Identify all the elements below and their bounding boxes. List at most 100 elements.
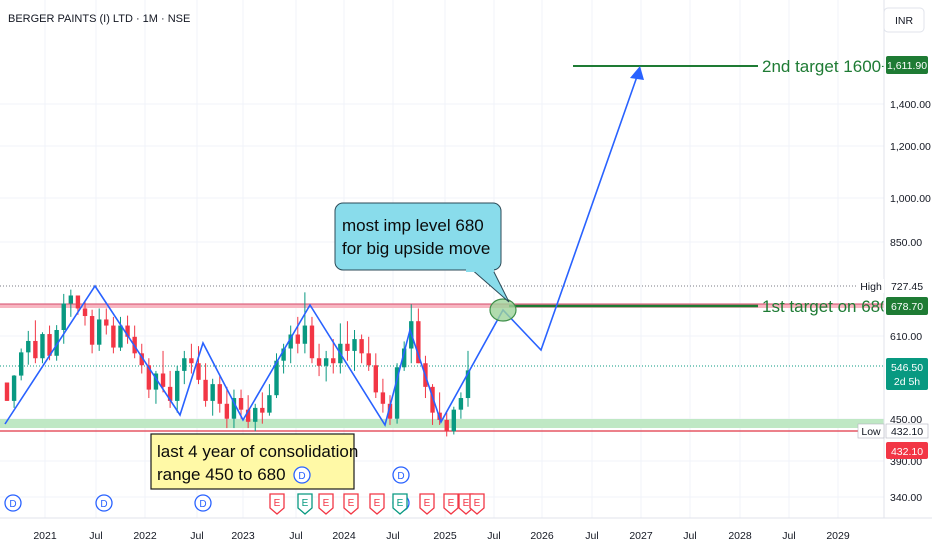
x-tick-label: Jul (190, 530, 203, 542)
box-line-1: last 4 year of consolidation (157, 442, 358, 461)
candle-body (267, 395, 272, 413)
candle-body (430, 386, 435, 413)
x-tick-label: 2028 (728, 530, 752, 542)
y-tick-label: 1,000.00 (890, 193, 931, 205)
candle-body (18, 352, 24, 376)
x-tick-label: Jul (782, 530, 795, 542)
candle-body (238, 398, 244, 410)
candle-body (217, 384, 222, 404)
earnings-icon[interactable]: E (269, 493, 285, 515)
svg-text:D: D (199, 499, 206, 510)
candle-body (366, 353, 371, 366)
candle-body (345, 343, 350, 351)
candle-body (82, 308, 88, 317)
dividend-icon[interactable]: D (392, 466, 410, 484)
resistance-band (0, 304, 884, 308)
x-tick-label: Jul (386, 530, 399, 542)
x-tick-label: 2021 (33, 530, 57, 542)
callout-line-1: most imp level 680 (342, 216, 484, 235)
candle-body (68, 295, 74, 304)
currency-button[interactable] (883, 7, 925, 33)
tag-high: High 727.45 (858, 279, 928, 293)
high-value: 727.45 (891, 281, 923, 293)
earnings-icon[interactable]: E (419, 493, 435, 515)
svg-text:E: E (302, 498, 309, 509)
earnings-icon[interactable]: E (297, 493, 313, 515)
svg-text:1,611.90: 1,611.90 (887, 60, 927, 72)
y-tick-label: 1,400.00 (890, 99, 931, 111)
candle-body (224, 403, 230, 419)
x-tick-label: Jul (683, 530, 696, 542)
candle-body (444, 419, 449, 432)
svg-text:D: D (100, 499, 107, 510)
candle-body (231, 398, 237, 419)
candle-body (416, 321, 421, 364)
earnings-icon[interactable]: E (318, 493, 334, 515)
svg-text:D: D (9, 499, 16, 510)
candle-body (182, 358, 187, 371)
tag-last-price: 546.50 2d 5h (886, 358, 928, 390)
x-tick-label: Jul (289, 530, 302, 542)
earnings-icon[interactable]: E (369, 493, 385, 515)
dividend-icon[interactable]: D (4, 494, 22, 512)
x-tick-label: Jul (487, 530, 500, 542)
candle-body (380, 392, 386, 404)
x-tick-label: 2025 (433, 530, 457, 542)
candle-body (26, 340, 31, 353)
x-tick-label: 2029 (826, 530, 850, 542)
y-tick-label: 850.00 (890, 237, 922, 249)
earnings-icon[interactable]: E (443, 493, 459, 515)
box-line-2: range 450 to 680 (157, 465, 286, 484)
svg-text:E: E (397, 498, 404, 509)
candle-body (387, 403, 393, 419)
candle-body (394, 367, 400, 419)
candle-body (118, 325, 123, 348)
callout-note[interactable]: most imp level 680 for big upside move (334, 202, 510, 303)
x-tick-label: 2022 (133, 530, 157, 542)
target2-label: 2nd target 1600+ (762, 57, 891, 76)
x-tick-label: 2027 (629, 530, 653, 542)
tag-target1: 678.70 (886, 297, 928, 315)
candle-body (33, 340, 38, 359)
candle-body (75, 295, 81, 309)
svg-text:E: E (374, 498, 381, 509)
key-level-marker[interactable] (489, 298, 517, 322)
candle-body (465, 370, 471, 399)
candle-body (458, 398, 464, 410)
last-price: 546.50 (891, 362, 923, 374)
events-row: DDDDDDEEEEEEEEEE (4, 466, 485, 515)
x-tick-label: 2026 (530, 530, 554, 542)
callout-line-2: for big upside move (342, 239, 490, 258)
countdown: 2d 5h (894, 376, 920, 388)
candle-body (125, 325, 130, 337)
earnings-icon[interactable]: E (469, 493, 485, 515)
earnings-icon[interactable]: E (343, 493, 359, 515)
candle-body (210, 384, 215, 401)
candle-body (331, 358, 336, 364)
consolidation-note[interactable]: last 4 year of consolidation range 450 t… (150, 433, 358, 490)
candle-body (47, 334, 52, 356)
candle-body (295, 334, 300, 344)
chart-title: BERGER PAINTS (I) LTD · 1M · NSE (8, 13, 190, 25)
earnings-icon[interactable]: E (392, 493, 408, 515)
candle-body (11, 375, 17, 401)
dividend-icon[interactable]: D (95, 494, 113, 512)
svg-text:678.70: 678.70 (891, 301, 923, 313)
candle-body (316, 358, 322, 366)
candle-body (302, 325, 308, 344)
candle-body (281, 348, 286, 361)
y-tick-label: 340.00 (890, 492, 922, 504)
x-tick-label: Jul (585, 530, 598, 542)
x-tick-label: Jul (89, 530, 102, 542)
y-tick-label: 610.00 (890, 331, 922, 343)
candle-body (196, 363, 201, 380)
tag-low: Low 432.10 (857, 423, 929, 439)
y-tick-label: 1,200.00 (890, 141, 931, 153)
price-axis (884, 0, 932, 518)
dividend-icon[interactable]: D (194, 494, 212, 512)
candle-body (189, 358, 194, 364)
high-label: High (860, 281, 882, 293)
dividend-icon[interactable]: D (293, 466, 311, 484)
